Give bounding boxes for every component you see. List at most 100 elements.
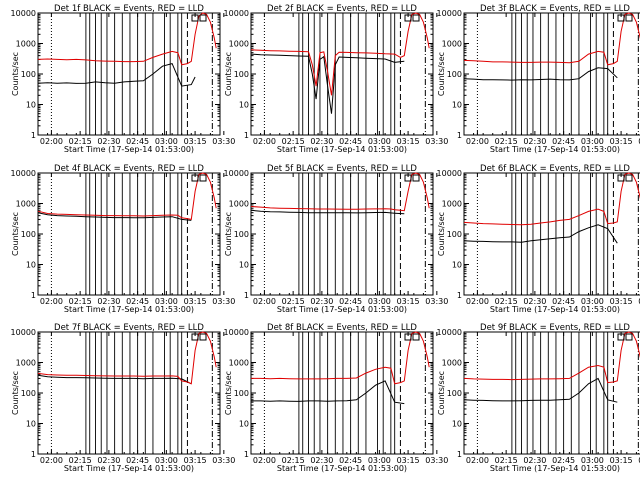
y-tick-label: 10000 <box>11 328 36 337</box>
x-tick-label: 02:45 <box>126 137 149 146</box>
series-line-lld <box>463 12 640 66</box>
x-tick-label: 02:00 <box>253 137 276 146</box>
y-tick-label: 10 <box>239 101 249 110</box>
detector-panel: Det 7f BLACK = Events, RED = LLD Counts/s… <box>11 323 236 473</box>
panel-title: Det 7f BLACK = Events, RED = LLD <box>54 323 204 333</box>
panel-title: Det 8f BLACK = Events, RED = LLD <box>267 323 417 333</box>
x-axis-label: Start Time (17-Sep-14 01:53:00) <box>64 305 194 314</box>
x-tick-label: 03:00 <box>581 297 604 306</box>
x-tick-label: 02:45 <box>126 456 149 465</box>
legend-box <box>617 174 625 182</box>
y-tick-label: 1 <box>457 291 462 300</box>
y-axis-label: Counts/sec <box>224 52 233 96</box>
x-tick-label: 03:15 <box>397 137 420 146</box>
x-tick-label: 02:45 <box>552 137 575 146</box>
y-tick-label: 1 <box>244 291 249 300</box>
series-line-lld <box>37 172 217 220</box>
y-tick-label: 10 <box>452 101 462 110</box>
x-tick-label: 03:30 <box>638 456 640 465</box>
x-tick-label: 02:30 <box>310 297 333 306</box>
y-tick-label: 10000 <box>224 9 249 18</box>
legend-box <box>404 333 412 341</box>
y-tick-label: 1000 <box>229 359 249 368</box>
x-tick-label: 02:45 <box>552 456 575 465</box>
detector-panel: Det 6f BLACK = Events, RED = LLD Counts/s… <box>437 164 640 314</box>
x-axis-label: Start Time (17-Sep-14 01:53:00) <box>64 464 194 473</box>
y-tick-label: 10000 <box>224 328 249 337</box>
legend-box <box>625 174 633 182</box>
legend-box <box>617 14 625 22</box>
x-tick-label: 02:30 <box>523 297 546 306</box>
y-axis-label: Counts/sec <box>11 212 20 256</box>
x-axis-label: Start Time (17-Sep-14 01:53:00) <box>490 305 620 314</box>
panel-title: Det 2f BLACK = Events, RED = LLD <box>267 4 417 14</box>
x-tick-label: 03:30 <box>638 137 640 146</box>
y-tick-label: 10000 <box>437 169 462 178</box>
y-tick-label: 10 <box>239 420 249 429</box>
x-tick-label: 02:15 <box>495 297 518 306</box>
x-tick-label: 02:30 <box>310 456 333 465</box>
y-tick-label: 10000 <box>437 9 462 18</box>
legend-box <box>412 333 420 341</box>
x-tick-label: 03:30 <box>425 297 448 306</box>
y-tick-label: 10 <box>239 261 249 270</box>
x-axis-label: Start Time (17-Sep-14 01:53:00) <box>490 145 620 154</box>
panel-title: Det 4f BLACK = Events, RED = LLD <box>54 164 204 174</box>
series-line-events <box>37 212 192 221</box>
y-tick-label: 10000 <box>11 169 36 178</box>
axes-frame <box>250 331 434 455</box>
y-tick-label: 1000 <box>442 200 462 209</box>
y-tick-label: 10 <box>26 420 36 429</box>
x-tick-label: 03:30 <box>212 297 235 306</box>
x-tick-label: 03:00 <box>155 137 178 146</box>
y-tick-label: 100 <box>447 230 462 239</box>
y-axis-label: Counts/sec <box>224 371 233 415</box>
x-tick-label: 03:00 <box>155 297 178 306</box>
x-tick-label: 03:15 <box>610 137 633 146</box>
series-line-events <box>251 380 405 405</box>
detector-panel: Det 2f BLACK = Events, RED = LLD Counts/s… <box>224 4 449 154</box>
x-tick-label: 02:00 <box>466 297 489 306</box>
y-axis-label: Counts/sec <box>224 212 233 256</box>
series-line-lld <box>37 331 217 385</box>
detector-panel: Det 8f BLACK = Events, RED = LLD Counts/s… <box>224 323 449 473</box>
x-tick-label: 03:30 <box>425 456 448 465</box>
x-tick-label: 03:00 <box>368 456 391 465</box>
detector-panel: Det 9f BLACK = Events, RED = LLD Counts/s… <box>437 323 640 473</box>
series-line-lld <box>251 331 430 385</box>
x-axis-label: Start Time (17-Sep-14 01:53:00) <box>277 464 407 473</box>
y-axis-label: Counts/sec <box>437 371 446 415</box>
y-tick-label: 100 <box>21 70 36 79</box>
series-line-events <box>37 374 192 385</box>
x-axis-label: Start Time (17-Sep-14 01:53:00) <box>64 145 194 154</box>
y-tick-label: 100 <box>234 70 249 79</box>
panel-title: Det 9f BLACK = Events, RED = LLD <box>480 323 630 333</box>
y-tick-label: 10 <box>26 261 36 270</box>
legend-box <box>191 333 199 341</box>
x-tick-label: 02:00 <box>466 456 489 465</box>
y-axis-label: Counts/sec <box>437 52 446 96</box>
x-tick-label: 02:00 <box>40 297 63 306</box>
axes-frame <box>250 172 434 296</box>
legend-box <box>199 14 207 22</box>
x-axis-label: Start Time (17-Sep-14 01:53:00) <box>277 145 407 154</box>
x-tick-label: 03:00 <box>368 297 391 306</box>
x-tick-label: 03:30 <box>212 137 235 146</box>
y-tick-label: 10000 <box>437 328 462 337</box>
series-line-lld <box>463 172 640 226</box>
x-axis-label: Start Time (17-Sep-14 01:53:00) <box>277 305 407 314</box>
detector-panel: Det 3f BLACK = Events, RED = LLD Counts/s… <box>437 4 640 154</box>
panel-title: Det 3f BLACK = Events, RED = LLD <box>480 4 630 14</box>
y-tick-label: 1000 <box>229 40 249 49</box>
y-tick-label: 1000 <box>16 359 36 368</box>
legend-box <box>191 14 199 22</box>
series-line-events <box>250 53 405 114</box>
x-tick-label: 02:15 <box>282 297 305 306</box>
x-tick-label: 03:30 <box>638 297 640 306</box>
series-line-events <box>463 67 618 81</box>
axes-frame <box>37 12 221 136</box>
x-tick-label: 02:45 <box>339 297 362 306</box>
x-axis-label: Start Time (17-Sep-14 01:53:00) <box>490 464 620 473</box>
series-line-lld <box>37 12 217 66</box>
